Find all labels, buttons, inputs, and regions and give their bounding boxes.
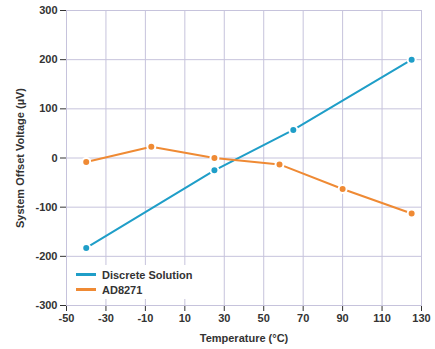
- svg-text:110: 110: [373, 312, 391, 324]
- svg-text:90: 90: [336, 312, 348, 324]
- svg-text:System Offset Voltage (µV): System Offset Voltage (µV): [14, 88, 26, 228]
- svg-text:-30: -30: [98, 312, 114, 324]
- svg-text:-100: -100: [35, 201, 57, 213]
- svg-text:100: 100: [39, 102, 57, 114]
- svg-text:Temperature (°C): Temperature (°C): [200, 332, 289, 344]
- svg-text:-50: -50: [59, 312, 75, 324]
- svg-text:200: 200: [39, 53, 57, 65]
- svg-text:300: 300: [39, 4, 57, 16]
- svg-text:70: 70: [297, 312, 309, 324]
- svg-text:50: 50: [258, 312, 270, 324]
- svg-text:30: 30: [218, 312, 230, 324]
- svg-text:-10: -10: [137, 312, 153, 324]
- svg-text:-200: -200: [35, 250, 57, 262]
- svg-text:0: 0: [51, 152, 57, 164]
- svg-text:130: 130: [412, 312, 430, 324]
- html-text:Discrete Solution: Discrete Solution: [102, 268, 193, 281]
- svg-text:-300: -300: [35, 299, 57, 311]
- svg-text:10: 10: [179, 312, 191, 324]
- html-text:AD8271: AD8271: [102, 283, 143, 296]
